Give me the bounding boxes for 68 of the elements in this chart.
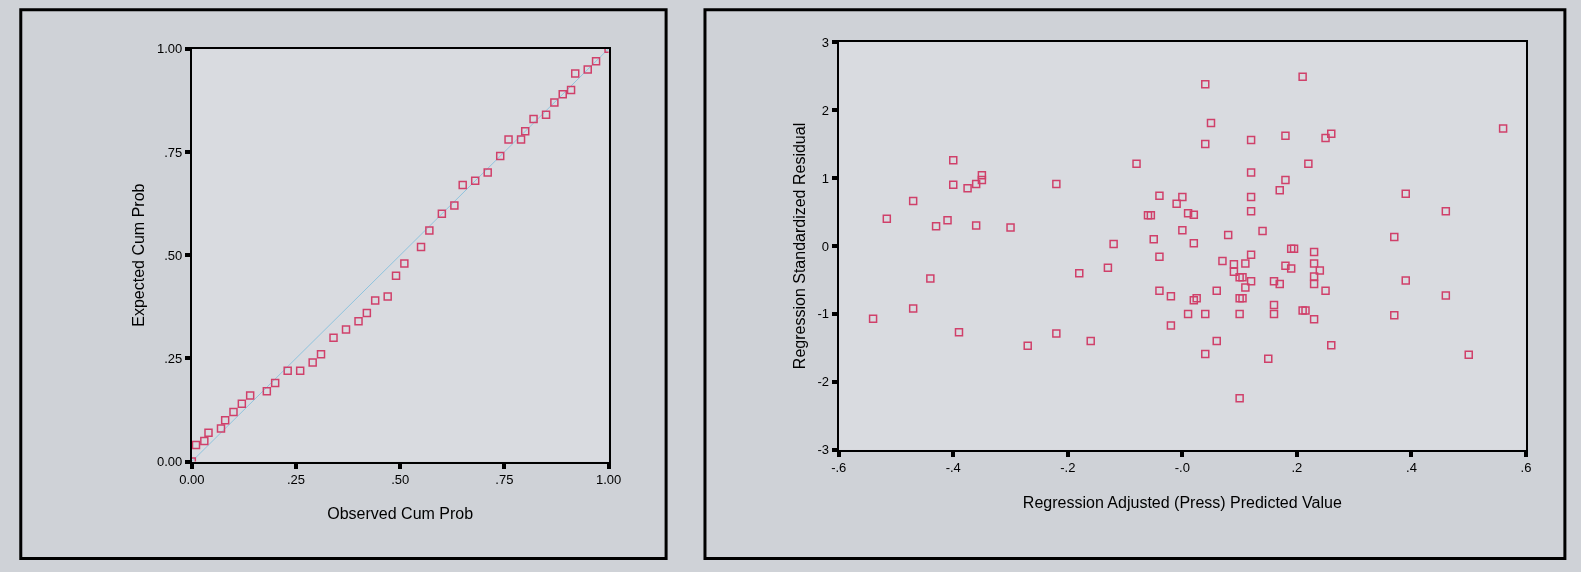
x-tick-label: .50 — [391, 472, 410, 488]
x-tick-label: .4 — [1406, 460, 1417, 476]
point — [191, 440, 201, 450]
point — [591, 56, 601, 66]
point — [220, 415, 230, 425]
point — [400, 259, 409, 268]
y-tick-label: 3 — [821, 34, 830, 50]
y-axis-title: Regression Standardized Residual — [790, 122, 808, 370]
x-tick-label: .25 — [286, 472, 306, 488]
point — [583, 65, 592, 74]
point — [416, 242, 426, 252]
point — [283, 366, 292, 375]
x-tick-label: .2 — [1291, 460, 1303, 476]
point — [295, 366, 305, 375]
y-tick-label: -1 — [817, 306, 830, 322]
point — [483, 168, 492, 177]
point — [520, 127, 530, 136]
point — [329, 333, 338, 342]
point — [216, 424, 226, 433]
point — [229, 407, 238, 417]
x-axis-title: Regression Adjusted (Press) Predicted Value — [1022, 493, 1342, 511]
x-tick-label: -.0 — [1174, 460, 1190, 476]
y-tick-label: 1 — [821, 170, 830, 186]
point — [308, 358, 317, 367]
point — [391, 271, 401, 281]
y-tick-label: .50 — [164, 247, 183, 263]
y-tick-label: .75 — [164, 144, 183, 160]
point — [383, 292, 392, 301]
y-tick-label: 0 — [821, 238, 830, 254]
point — [362, 308, 372, 318]
point — [550, 98, 559, 107]
point — [558, 89, 567, 99]
point — [245, 391, 255, 400]
point — [316, 349, 326, 359]
y-axis-title: Expected Cum Prob — [130, 183, 148, 327]
point — [529, 114, 538, 124]
x-tick-label: .75 — [495, 472, 514, 488]
x-tick-label: -.6 — [831, 460, 847, 476]
point — [541, 110, 551, 120]
x-tick-label: 0.00 — [179, 472, 205, 488]
y-tick-label: .25 — [164, 350, 183, 366]
point — [425, 226, 434, 235]
point — [262, 387, 272, 396]
point — [341, 325, 351, 334]
point — [516, 135, 526, 144]
point — [566, 85, 576, 95]
y-tick-label: -3 — [817, 442, 830, 458]
point — [237, 399, 247, 408]
x-tick-label: -.2 — [1060, 460, 1076, 476]
x-tick-label: 1.00 — [595, 472, 622, 488]
point — [470, 176, 480, 186]
y-tick-label: -2 — [817, 374, 830, 390]
x-axis-title: Observed Cum Prob — [327, 505, 474, 523]
y-tick-label: 1.00 — [156, 41, 183, 57]
point — [370, 296, 380, 305]
y-tick-label: 2 — [821, 102, 830, 118]
x-tick-label: -.4 — [945, 460, 961, 476]
point — [437, 209, 447, 219]
point — [458, 180, 467, 190]
point — [450, 201, 459, 210]
point — [504, 135, 513, 144]
point — [200, 436, 209, 446]
x-tick-label: .6 — [1520, 460, 1532, 476]
point — [354, 316, 363, 326]
point — [570, 69, 580, 78]
point — [495, 151, 505, 161]
point — [270, 378, 280, 388]
point — [204, 428, 213, 437]
